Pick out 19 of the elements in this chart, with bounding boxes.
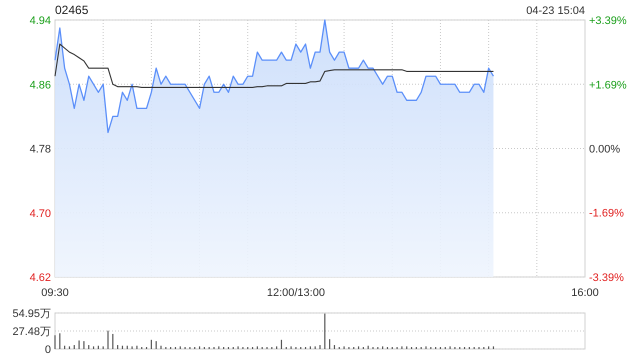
y-tick-label: 54.95万 xyxy=(12,308,51,320)
y2-tick-label: -1.69% xyxy=(589,208,624,220)
text: 04-23 15:04 xyxy=(526,5,585,17)
y-tick-label: 4.78 xyxy=(30,144,51,156)
y-tick-label: 4.86 xyxy=(30,79,51,92)
x-tick-label: 12:00/13:00 xyxy=(266,287,325,299)
y-tick-label: 0 xyxy=(44,344,51,356)
y2-tick-label: +1.69% xyxy=(589,79,627,92)
x-tick-label: 16:00 xyxy=(571,287,599,299)
y-tick-label: 4.70 xyxy=(30,208,51,220)
y-tick-label: 4.94 xyxy=(30,15,51,27)
x-tick-label: 09:30 xyxy=(41,287,69,299)
y-tick-label: 4.62 xyxy=(30,272,51,284)
chart-title: 02465 xyxy=(55,3,89,17)
line-series xyxy=(54,44,494,88)
y-tick-label: 27.48万 xyxy=(12,326,51,338)
y2-tick-label: +3.39% xyxy=(589,15,627,27)
y2-tick-label: -3.39% xyxy=(589,272,624,284)
y2-tick-label: 0.00% xyxy=(589,144,620,156)
